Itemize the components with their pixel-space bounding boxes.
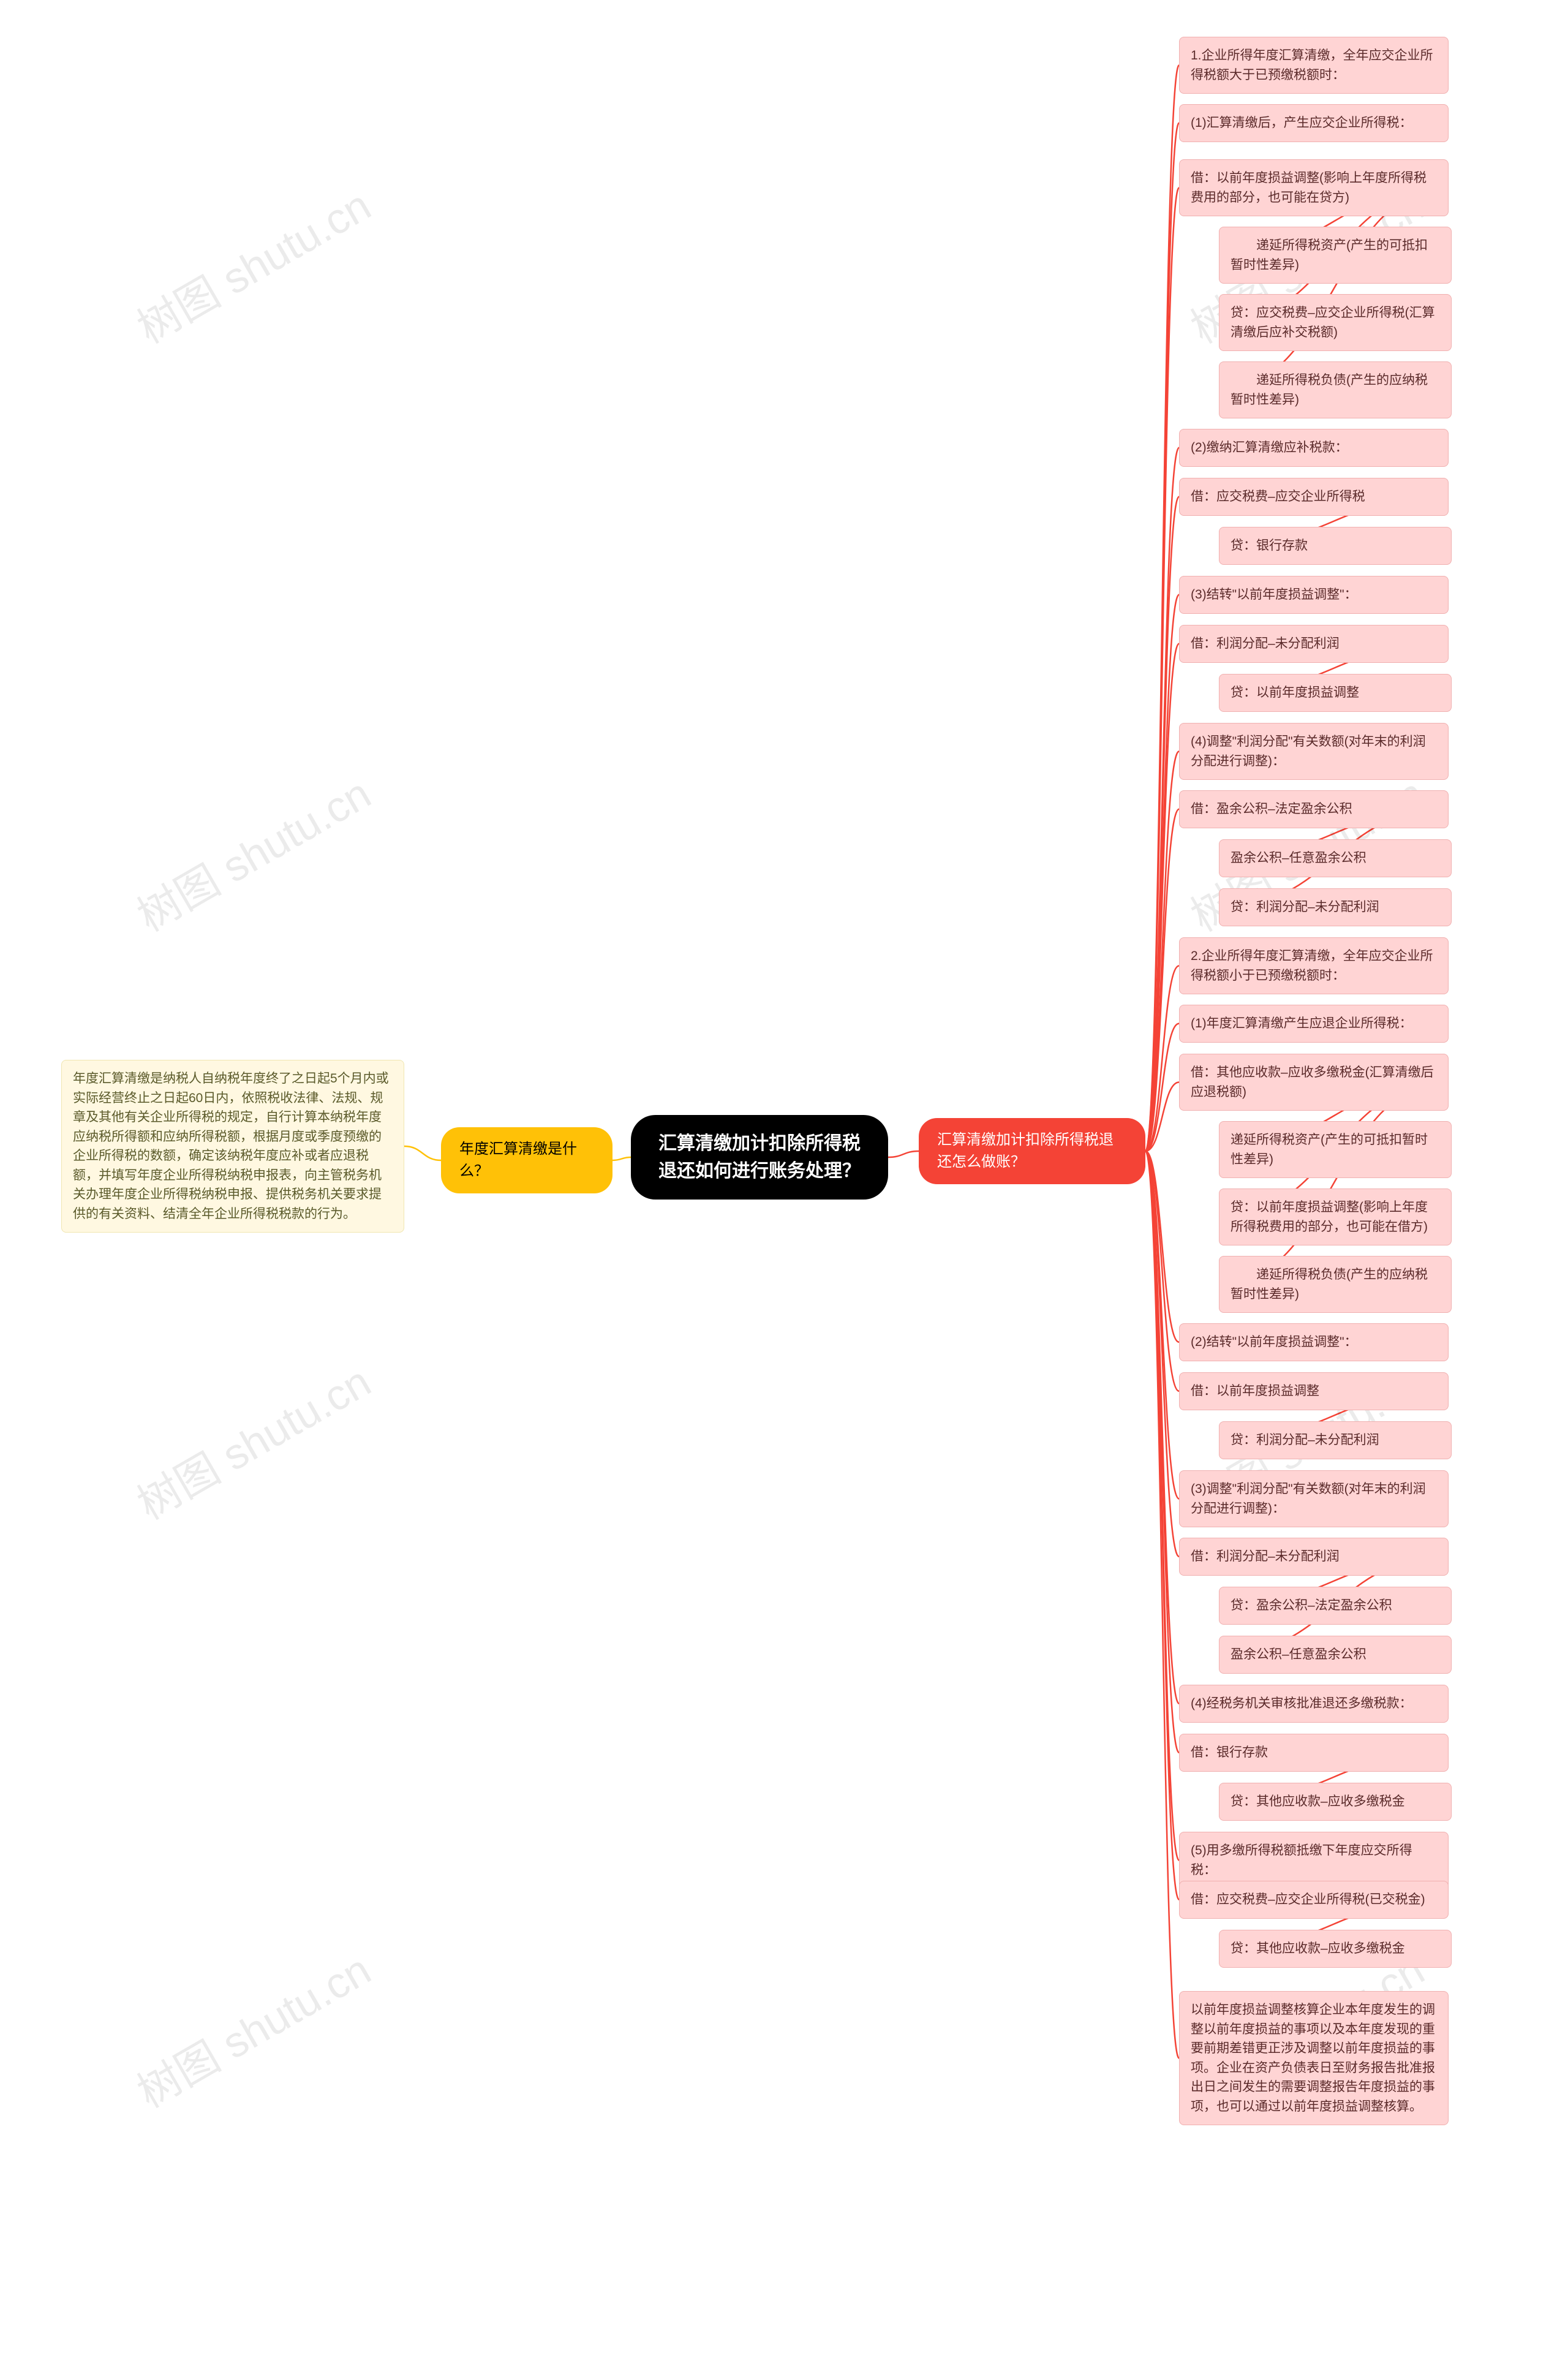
pink-node: 借：以前年度损益调整(影响上年度所得税费用的部分，也可能在贷方) [1179, 159, 1449, 216]
pink-node: 借：利润分配–未分配利润 [1179, 625, 1449, 663]
root-node: 汇算清缴加计扣除所得税退还如何进行账务处理？ [631, 1115, 888, 1200]
pink-node: 贷：利润分配–未分配利润 [1219, 888, 1452, 926]
watermark-text: 树图 shutu.cn [124, 172, 380, 356]
watermark-text: 树图 shutu.cn [124, 1348, 380, 1532]
pink-node: 盈余公积–任意盈余公积 [1219, 839, 1452, 877]
pink-node: (4)调整"利润分配"有关数额(对年末的利润分配进行调整)： [1179, 723, 1449, 780]
pink-node: 贷：其他应收款–应收多缴税金 [1219, 1783, 1452, 1821]
pink-node: 借：其他应收款–应收多缴税金(汇算清缴后应退税额) [1179, 1054, 1449, 1111]
pink-node: (4)经税务机关审核批准退还多缴税款： [1179, 1685, 1449, 1723]
pink-node: 借：利润分配–未分配利润 [1179, 1538, 1449, 1576]
pink-node: (3)调整"利润分配"有关数额(对年末的利润分配进行调整)： [1179, 1470, 1449, 1527]
pink-node: (3)结转"以前年度损益调整"： [1179, 576, 1449, 614]
pink-node: 递延所得税负债(产生的应纳税暂时性差异) [1219, 361, 1452, 418]
pink-node: (1)年度汇算清缴产生应退企业所得税： [1179, 1005, 1449, 1043]
pink-node: 贷：以前年度损益调整(影响上年度所得税费用的部分，也可能在借方) [1219, 1188, 1452, 1245]
left-branch-leaf: 年度汇算清缴是纳税人自纳税年度终了之日起5个月内或实际经营终止之日起60日内，依… [61, 1060, 404, 1233]
pink-node: 借：以前年度损益调整 [1179, 1372, 1449, 1410]
watermark-text: 树图 shutu.cn [124, 760, 380, 944]
pink-node: 递延所得税资产(产生的可抵扣暂时性差异) [1219, 227, 1452, 284]
pink-node: 1.企业所得年度汇算清缴，全年应交企业所得税额大于已预缴税额时： [1179, 37, 1449, 94]
pink-node: 递延所得税负债(产生的应纳税暂时性差异) [1219, 1256, 1452, 1313]
pink-node: 贷：盈余公积–法定盈余公积 [1219, 1587, 1452, 1625]
left-branch-label: 年度汇算清缴是什么？ [441, 1127, 612, 1193]
pink-node: (1)汇算清缴后，产生应交企业所得税： [1179, 104, 1449, 142]
pink-node: 借：盈余公积–法定盈余公积 [1179, 790, 1449, 828]
pink-node: (2)结转"以前年度损益调整"： [1179, 1323, 1449, 1361]
pink-node: 贷：其他应收款–应收多缴税金 [1219, 1930, 1452, 1968]
pink-node: 贷：应交税费–应交企业所得税(汇算清缴后应补交税额) [1219, 294, 1452, 351]
pink-node: 盈余公积–任意盈余公积 [1219, 1636, 1452, 1674]
pink-node: (2)缴纳汇算清缴应补税款： [1179, 429, 1449, 467]
pink-node: 以前年度损益调整核算企业本年度发生的调整以前年度损益的事项以及本年度发现的重要前… [1179, 1991, 1449, 2125]
pink-node: 贷：以前年度损益调整 [1219, 674, 1452, 712]
pink-node: 借：银行存款 [1179, 1734, 1449, 1772]
pink-node: 递延所得税资产(产生的可抵扣暂时性差异) [1219, 1121, 1452, 1178]
pink-node: 2.企业所得年度汇算清缴，全年应交企业所得税额小于已预缴税额时： [1179, 937, 1449, 994]
pink-node: 借：应交税费–应交企业所得税 [1179, 478, 1449, 516]
pink-node: 贷：利润分配–未分配利润 [1219, 1421, 1452, 1459]
right-branch-label: 汇算清缴加计扣除所得税退还怎么做账？ [919, 1118, 1145, 1184]
pink-node: 借：应交税费–应交企业所得税(已交税金) [1179, 1881, 1449, 1919]
watermark-text: 树图 shutu.cn [124, 1937, 380, 2120]
pink-node: 贷：银行存款 [1219, 527, 1452, 565]
